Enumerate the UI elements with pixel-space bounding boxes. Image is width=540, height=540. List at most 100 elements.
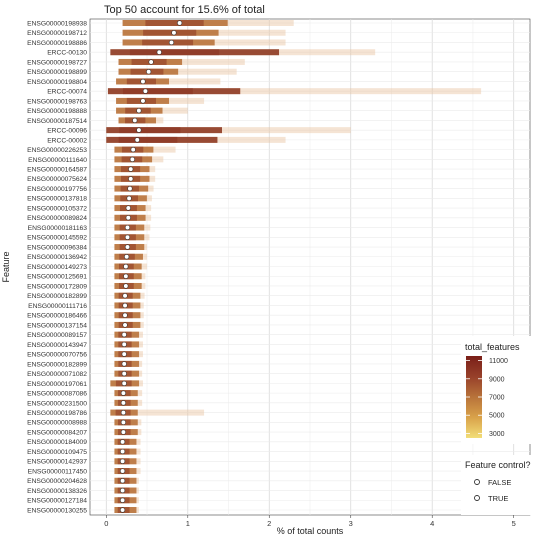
y-tick-label: ENSG00000105372 (27, 205, 87, 212)
feature-strip (114, 302, 144, 309)
color-legend-title: total_features (465, 342, 520, 352)
feature-strip (118, 58, 245, 65)
feature-strip (118, 68, 237, 75)
y-tick-label: ENSG00000204628 (27, 478, 87, 485)
median-point (121, 351, 127, 357)
median-point (146, 69, 152, 75)
y-tick-label: ENSG00000198712 (27, 30, 87, 37)
y-tick-label: ENSG00000187514 (27, 118, 87, 125)
feature-strip (114, 214, 152, 221)
median-point (119, 497, 126, 503)
median-point (119, 478, 126, 484)
y-axis-label: Feature (1, 251, 11, 282)
median-point (130, 147, 136, 153)
color-legend: total_features 11000 9000 7000 5000 3000 (461, 336, 533, 444)
color-legend-tick: 5000 (489, 413, 505, 420)
y-tick-label: ENSG00000149273 (27, 264, 87, 271)
grid (90, 19, 530, 515)
x-tick-label: 5 (512, 519, 516, 528)
median-point (142, 88, 149, 94)
median-point (119, 458, 126, 464)
median-point (156, 49, 162, 55)
color-legend-tick: 9000 (489, 376, 505, 383)
median-point (140, 78, 146, 85)
y-tick-label: ENSG00000198888 (27, 108, 87, 115)
x-tick-label: 4 (430, 519, 434, 528)
y-tick-label: ENSG00000198727 (27, 59, 87, 66)
y-tick-label: ENSG00000137818 (27, 196, 87, 203)
median-point (119, 507, 126, 513)
y-tick-label: ENSG00000198786 (27, 410, 87, 417)
y-tick-label: ENSG00000137154 (27, 322, 87, 329)
median-point (125, 215, 131, 221)
y-tick-label: ERCC-00096 (47, 128, 87, 135)
y-tick-label: ENSG00000125691 (27, 274, 87, 281)
feature-strip (114, 273, 146, 280)
feature-strip (114, 351, 143, 358)
y-tick-label: ENSG00000109475 (27, 449, 87, 456)
median-point (140, 98, 146, 104)
y-tick-label: ENSG00000130255 (27, 507, 87, 514)
feature-strip (107, 88, 482, 95)
median-points (119, 20, 183, 513)
feature-strip (114, 341, 143, 348)
y-tick-label: ENSG00000198804 (27, 79, 87, 86)
median-point (121, 371, 127, 377)
feature-strip (114, 497, 139, 504)
median-point (122, 312, 128, 318)
y-tick-label: ENSG00000089824 (27, 215, 87, 222)
shape-legend-title: Feature control? (465, 460, 531, 470)
color-legend-tick: 7000 (489, 395, 505, 402)
color-legend-bar (466, 356, 482, 438)
y-tick-label: ENSG00000096384 (27, 244, 87, 251)
median-point (125, 205, 131, 211)
y-tick-label: ENSG00000075624 (27, 176, 87, 183)
median-point (119, 468, 126, 474)
feature-strip (118, 117, 164, 124)
x-tick-label: 1 (186, 519, 190, 528)
median-point (129, 156, 135, 162)
median-point (132, 117, 138, 123)
feature-strip (114, 458, 141, 465)
y-tick-label: ENSG00000111640 (28, 157, 87, 164)
median-point (168, 39, 175, 46)
median-point (128, 176, 134, 182)
feature-strip (116, 97, 205, 104)
feature-strip (114, 390, 143, 397)
median-point (121, 361, 127, 367)
feature-strip (114, 244, 148, 251)
y-tick-label: ENSG00000084207 (27, 429, 87, 436)
median-point (124, 254, 130, 260)
color-legend-tick: 3000 (489, 431, 505, 438)
median-point (177, 20, 183, 26)
feature-strip (122, 29, 286, 36)
median-point (120, 419, 127, 425)
y-tick-label: ENSG00000198899 (27, 69, 87, 76)
shape-legend-key-false (474, 479, 480, 485)
median-point (119, 448, 126, 455)
median-point (136, 108, 142, 114)
feature-strip (114, 175, 156, 182)
feature-strip (114, 438, 141, 445)
feature-strip (114, 166, 156, 173)
y-tick-label: ENSG00000198938 (27, 20, 87, 27)
y-tick-label: ENSG00000008988 (27, 420, 87, 427)
y-tick-label: ENSG00000142937 (27, 459, 87, 466)
feature-strip (114, 292, 145, 299)
y-tick-label: ENSG00000136942 (27, 254, 87, 261)
shape-legend-key-true (474, 495, 480, 501)
y-tick-label: ENSG00000145592 (27, 235, 87, 242)
median-point (148, 59, 154, 65)
feature-strip (114, 448, 141, 455)
y-tick-label: ENSG00000087086 (27, 391, 87, 398)
feature-strip (122, 39, 286, 46)
median-point (120, 429, 127, 435)
x-axis-label: % of total counts (277, 526, 344, 536)
y-tick-labels: ENSG00000198938 ENSG00000198712 ENSG000001… (27, 20, 87, 514)
y-tick-label: ENSG00000198886 (27, 40, 87, 47)
median-point (136, 127, 142, 133)
shape-legend: Feature control? FALSE TRUE (461, 455, 540, 515)
median-point (124, 224, 131, 231)
y-tick-label: ENSG00000138326 (27, 488, 87, 495)
